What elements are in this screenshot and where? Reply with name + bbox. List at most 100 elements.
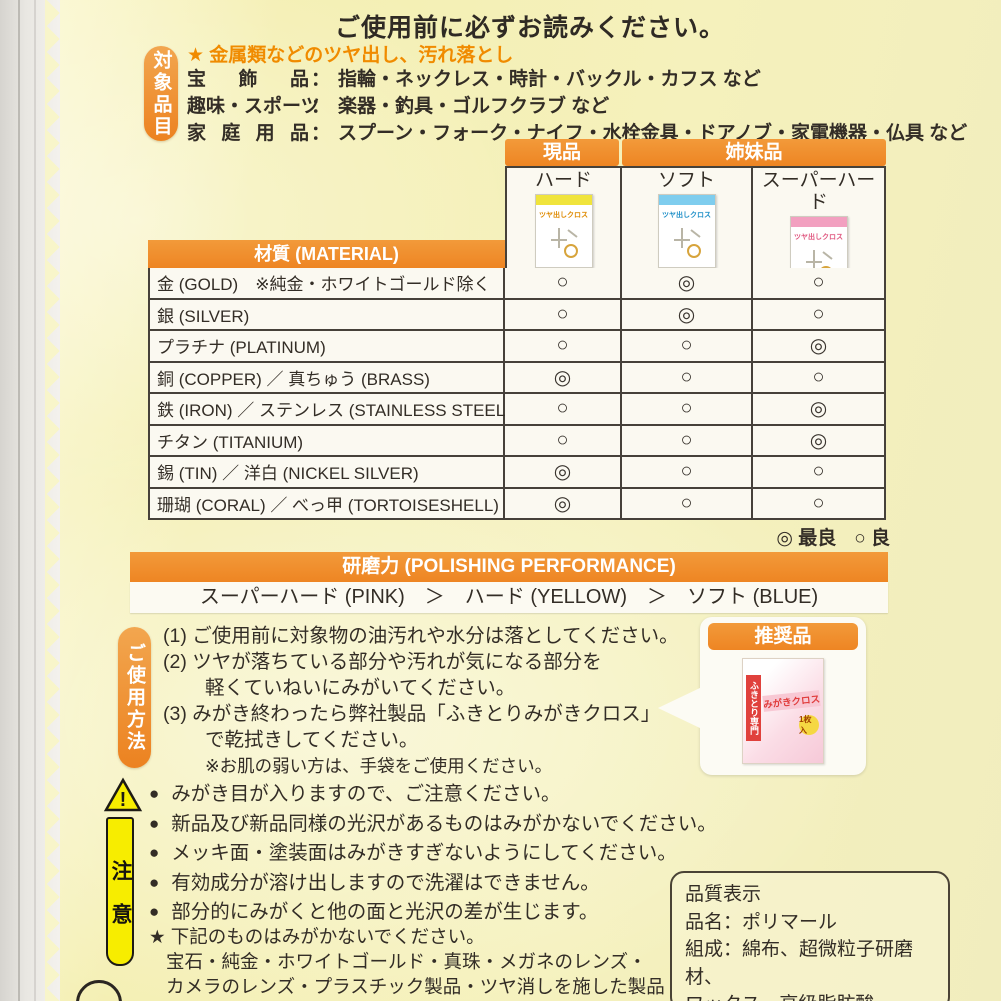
target-row: 趣味・スポーツ： 楽器・釣具・ゴルフクラブ など bbox=[187, 93, 967, 120]
product-header-row: ハード ツヤ出しクロス ソフト ツヤ出しクロス スーパーハード ツヤ出しクロス bbox=[505, 166, 886, 292]
caution-text: 新品及び新品同様の光沢があるものはみがかないでください。 bbox=[171, 812, 717, 835]
package-label: ツヤ出しクロス bbox=[794, 234, 843, 241]
caution-star-note: ★ 下記のものはみがかないでください。 宝石・純金・ホワイトゴールド・真珠・メガ… bbox=[149, 924, 665, 999]
quality-title: 品質表示 bbox=[685, 884, 762, 905]
rating-super-hard: ◎ bbox=[753, 331, 886, 363]
table-row: 金 (GOLD) ※純金・ホワイトゴールド除く ○ ◎ ○ bbox=[148, 268, 886, 300]
rating-hard: ◎ bbox=[505, 488, 622, 520]
polishing-ranking: スーパーハード (PINK) ＞ ハード (YELLOW) ＞ ソフト (BLU… bbox=[130, 582, 888, 613]
material-name: 錫 (TIN) ／ 洋白 (NICKEL SILVER) bbox=[148, 457, 505, 489]
table-row: 錫 (TIN) ／ 洋白 (NICKEL SILVER) ◎ ○ ○ bbox=[148, 457, 886, 489]
group-header-current-product: 現品 bbox=[505, 139, 619, 166]
rating-hard: ○ bbox=[505, 299, 622, 331]
target-items-headline: ★ 金属類などのツヤ出し、汚れ落とし bbox=[187, 45, 514, 66]
rating-hard: ○ bbox=[505, 331, 622, 363]
table-row: 珊瑚 (CORAL) ／ べっ甲 (TORTOISESHELL) ◎ ○ ○ bbox=[148, 488, 886, 520]
rating-super-hard: ◎ bbox=[753, 425, 886, 457]
caution-label: 注意 bbox=[106, 817, 134, 966]
recommended-product-box: 推奨品 ふきとり専門 みがきクロス 1枚入 bbox=[658, 617, 866, 775]
background-crease bbox=[34, 0, 36, 1001]
target-category: 宝飾品 bbox=[187, 69, 309, 90]
background-crease bbox=[18, 0, 20, 1001]
bullet-icon: ● bbox=[149, 784, 160, 803]
product-name: スーパーハード bbox=[761, 170, 876, 213]
bullet-icon: ● bbox=[149, 902, 160, 921]
caution-item: ● 有効成分が溶け出しますので洗濯はできません。 bbox=[149, 868, 717, 898]
rating-hard: ◎ bbox=[505, 457, 622, 489]
package-illustration bbox=[673, 228, 701, 258]
rating-hard: ◎ bbox=[505, 362, 622, 394]
colon: ： bbox=[311, 69, 331, 90]
package-color-strip bbox=[790, 217, 847, 227]
rating-soft: ○ bbox=[622, 362, 753, 394]
rating-soft: ○ bbox=[622, 488, 753, 520]
material-name: 金 (GOLD) ※純金・ホワイトゴールド除く bbox=[148, 268, 505, 300]
rating-soft: ○ bbox=[622, 394, 753, 426]
quality-display-box: 品質表示 品名：ポリマール 組成：綿布、超微粒子研磨材、 ワックス、高級脂肪酸 bbox=[670, 871, 950, 1001]
legend-best: ◎ 最良 bbox=[776, 528, 837, 549]
material-name: 銀 (SILVER) bbox=[148, 299, 505, 331]
table-row: 鉄 (IRON) ／ ステンレス (STAINLESS STEEL) ○ ○ ◎ bbox=[148, 394, 886, 426]
product-name: ハード bbox=[534, 170, 592, 191]
target-items-list: 宝飾品： 指輪・ネックレス・時計・バックル・カフス など 趣味・スポーツ： 楽器・釣… bbox=[187, 66, 967, 147]
rating-hard: ○ bbox=[505, 394, 622, 426]
caution-text: メッキ面・塗装面はみがきすぎないようにしてください。 bbox=[171, 842, 677, 864]
caution-item: ● 新品及び新品同様の光沢があるものはみがかないでください。 bbox=[149, 809, 717, 839]
target-items-text: 指輪・ネックレス・時計・バックル・カフス など bbox=[338, 69, 761, 90]
material-name: プラチナ (PLATINUM) bbox=[148, 331, 505, 363]
package-color-strip bbox=[658, 195, 715, 205]
usage-step: (1) ご使用前に対象物の油汚れや水分は落としてください。 bbox=[163, 625, 679, 647]
package-label: ツヤ出しクロス bbox=[662, 212, 711, 219]
recommended-package-side-label: ふきとり専門 bbox=[746, 675, 761, 741]
recommended-product-header: 推奨品 bbox=[708, 623, 858, 650]
target-category: 趣味・スポーツ bbox=[187, 96, 320, 117]
bullet-icon: ● bbox=[149, 843, 160, 862]
recommended-package-badge: 1枚入 bbox=[799, 715, 819, 735]
product-name: ソフト bbox=[657, 170, 715, 191]
bullet-icon: ● bbox=[149, 813, 160, 833]
rating-soft: ◎ bbox=[622, 268, 753, 300]
recommended-package-image: ふきとり専門 みがきクロス 1枚入 bbox=[742, 658, 824, 764]
package-color-strip bbox=[535, 195, 592, 205]
material-name: 銅 (COPPER) ／ 真ちゅう (BRASS) bbox=[148, 362, 505, 394]
target-items-label: 対象品目 bbox=[144, 46, 178, 141]
table-row: プラチナ (PLATINUM) ○ ○ ◎ bbox=[148, 331, 886, 363]
rating-super-hard: ○ bbox=[753, 299, 886, 331]
rating-soft: ○ bbox=[622, 457, 753, 489]
caution-item: ● 部分的にみがくと他の面と光沢の差が生じます。 bbox=[149, 897, 717, 927]
table-row: 銅 (COPPER) ／ 真ちゅう (BRASS) ◎ ○ ○ bbox=[148, 362, 886, 394]
package-thumbnail-hard: ツヤ出しクロス bbox=[534, 194, 593, 268]
warning-triangle-icon: ! bbox=[103, 777, 143, 812]
quality-product-name: 品名：ポリマール bbox=[685, 911, 838, 933]
rating-hard: ○ bbox=[505, 268, 622, 300]
caution-star-items: 宝石・純金・ホワイトゴールド・真珠・メガネのレンズ・ カメラのレンズ・プラスチッ… bbox=[166, 951, 665, 997]
table-row: 銀 (SILVER) ○ ◎ ○ bbox=[148, 299, 886, 331]
speech-bubble-tail bbox=[658, 687, 702, 729]
rating-super-hard: ◎ bbox=[753, 394, 886, 426]
usage-steps: (1) ご使用前に対象物の油汚れや水分は落としてください。 (2) ツヤが落ちて… bbox=[163, 623, 708, 779]
recommended-package-title: みがきクロス bbox=[762, 690, 821, 712]
caution-item: ● みがき目が入りますので、ご注意ください。 bbox=[149, 779, 717, 809]
usage-step: (3) みがき終わったら弊社製品「ふきとりみがきクロス」 で乾拭きしてください。 bbox=[163, 703, 661, 751]
rating-soft: ○ bbox=[622, 331, 753, 363]
caution-text: 有効成分が溶け出しますので洗濯はできません。 bbox=[171, 871, 600, 894]
caution-text: みがき目が入りますので、ご注意ください。 bbox=[171, 783, 561, 805]
target-items-text: 楽器・釣具・ゴルフクラブ など bbox=[338, 96, 610, 117]
target-row: 家庭用品： スプーン・フォーク・ナイフ・水栓金具・ドアノブ・家電機器・仏具 など bbox=[187, 120, 967, 147]
material-name: チタン (TITANIUM) bbox=[148, 425, 505, 457]
rating-super-hard: ○ bbox=[753, 488, 886, 520]
usage-label: ご使用方法 bbox=[118, 627, 151, 768]
quality-composition-1: 組成：綿布、超微粒子研磨材、 bbox=[685, 939, 914, 988]
material-name: 珊瑚 (CORAL) ／ べっ甲 (TORTOISESHELL) bbox=[148, 488, 505, 520]
caution-text: 部分的にみがくと他の面と光沢の差が生じます。 bbox=[171, 901, 599, 923]
table-row: チタン (TITANIUM) ○ ○ ◎ bbox=[148, 425, 886, 457]
bullet-icon: ● bbox=[149, 872, 160, 892]
material-table-rows: 金 (GOLD) ※純金・ホワイトゴールド除く ○ ◎ ○ 銀 (SILVER) ○ ◎ ○… bbox=[148, 268, 886, 520]
caution-bullet-list: ● みがき目が入りますので、ご注意ください。 ● 新品及び新品同様の光沢があるものは… bbox=[149, 779, 717, 927]
rating-soft: ○ bbox=[622, 425, 753, 457]
target-row: 宝飾品： 指輪・ネックレス・時計・バックル・カフス など bbox=[187, 66, 967, 93]
legend-good: ○ 良 bbox=[854, 528, 890, 549]
material-column-header: 材質 (MATERIAL) bbox=[148, 240, 505, 268]
table-group-headers: 現品 姉妹品 bbox=[505, 139, 886, 166]
